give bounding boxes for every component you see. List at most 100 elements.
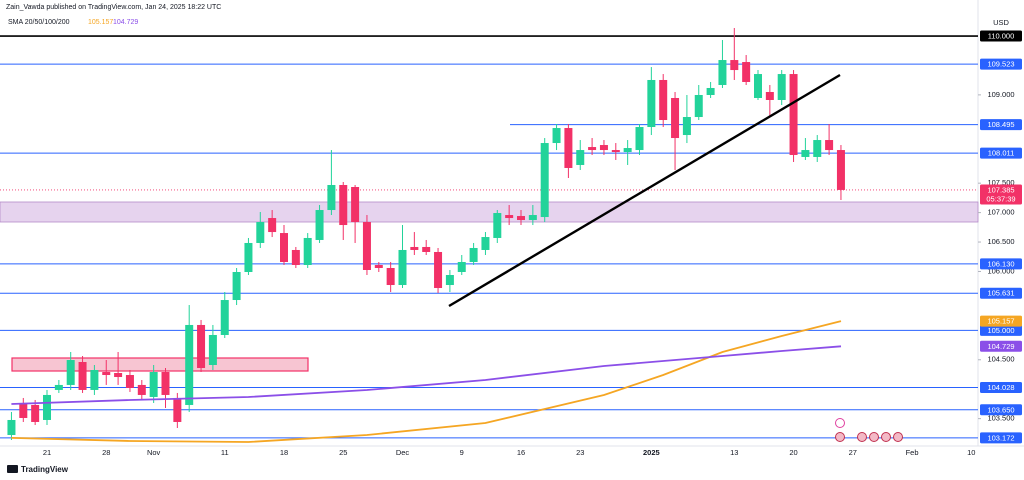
candle-body <box>623 148 632 153</box>
candle-body <box>694 94 703 118</box>
event-icon[interactable] <box>835 432 845 442</box>
y-tick-label: 103.500 <box>987 414 1014 423</box>
x-tick-label: 25 <box>339 448 347 457</box>
logo-icon <box>7 465 18 473</box>
price-label-box <box>980 382 1022 394</box>
candle-body <box>78 362 87 390</box>
price-label: 106.130 <box>987 259 1014 268</box>
candle-body <box>836 150 845 190</box>
price-label-box <box>980 324 1022 336</box>
candle-body <box>374 264 383 268</box>
candle-body <box>813 140 822 157</box>
trend-line <box>448 73 841 308</box>
logo-text: TradingView <box>21 465 69 474</box>
candle-body <box>552 128 561 144</box>
candle-body <box>54 384 63 390</box>
x-tick-label: 10 <box>967 448 975 457</box>
candle-body <box>31 404 40 422</box>
candle-body <box>351 187 360 223</box>
price-label: 105.631 <box>987 289 1014 298</box>
event-icon[interactable] <box>857 432 867 442</box>
x-tick-label: 21 <box>43 448 51 457</box>
candle-body <box>244 242 253 272</box>
background-drawings <box>0 201 979 372</box>
candle-body <box>114 373 123 378</box>
candle-body <box>90 370 99 390</box>
candle-body <box>208 334 217 366</box>
candle-body <box>528 215 537 221</box>
candle-body <box>398 249 407 286</box>
candle-body <box>789 74 798 155</box>
candle-body <box>434 251 443 289</box>
candle-body <box>706 87 715 95</box>
price-label-box <box>980 258 1022 270</box>
candle-body <box>149 372 158 397</box>
y-tick-label: 104.500 <box>987 355 1014 364</box>
x-tick-label: 23 <box>576 448 584 457</box>
y-tick-label: 106.500 <box>987 237 1014 246</box>
candle-body <box>102 372 111 376</box>
price-label-box <box>980 340 1022 352</box>
y-tick-label: 109.000 <box>987 90 1014 99</box>
author-line: Zain_Vawda published on TradingView.com,… <box>6 4 221 11</box>
candle-body <box>327 184 336 211</box>
sma-line <box>11 345 842 405</box>
candle-body <box>765 91 774 100</box>
candle-body <box>611 150 620 153</box>
candle-body <box>682 117 691 136</box>
event-icon[interactable] <box>881 432 891 442</box>
logo: TradingView <box>7 465 69 474</box>
price-label: 108.011 <box>988 149 1015 158</box>
candle-body <box>173 397 182 422</box>
candle-body <box>493 213 502 238</box>
candle-body <box>232 271 241 301</box>
x-tick-label: 18 <box>280 448 288 457</box>
candle-body <box>635 127 644 151</box>
event-icon[interactable] <box>869 432 879 442</box>
levels <box>0 35 978 439</box>
candle-body <box>161 372 170 395</box>
sma-line <box>11 320 842 443</box>
candle-body <box>457 261 466 272</box>
candle-body <box>659 79 668 121</box>
candle-body <box>445 275 454 286</box>
candle-body <box>268 218 277 233</box>
moving-averages <box>11 320 842 443</box>
candle-body <box>599 145 608 151</box>
candle-body <box>540 143 549 218</box>
candle-body <box>43 394 51 420</box>
candle-body <box>517 216 525 221</box>
price-label-box <box>980 404 1022 416</box>
y-tick-label: 106.000 <box>987 266 1014 275</box>
price-label-box <box>980 184 1022 205</box>
price-label-box <box>980 119 1022 131</box>
x-tick-label: 13 <box>730 448 738 457</box>
candle-body <box>718 60 727 85</box>
candle-body <box>7 419 16 435</box>
x-tick-label: 11 <box>221 448 229 457</box>
candle-body <box>220 300 229 335</box>
candle-body <box>256 222 265 243</box>
candle-body <box>825 140 834 151</box>
event-icon[interactable] <box>835 418 845 428</box>
candle-body <box>469 247 478 262</box>
event-icon[interactable] <box>893 432 903 442</box>
candle-body <box>576 150 585 165</box>
indicator-name: SMA 20/50/100/200 <box>8 19 70 26</box>
axes: 109.000 107.500 107.000 106.500 106.000 104.5… <box>43 30 1022 457</box>
candle-body <box>564 128 573 168</box>
candle-body <box>291 249 300 265</box>
candle-body <box>422 246 431 252</box>
countdown: 05:37:39 <box>986 194 1015 203</box>
zone <box>11 357 309 372</box>
price-label-box <box>980 315 1022 327</box>
y-tick-label: 107.000 <box>987 208 1014 217</box>
candle-body <box>66 360 75 385</box>
candle-body <box>185 324 194 405</box>
candle-body <box>410 246 419 250</box>
candle-body <box>137 384 146 395</box>
currency-label: USD <box>993 18 1009 27</box>
candle-body <box>505 215 514 219</box>
